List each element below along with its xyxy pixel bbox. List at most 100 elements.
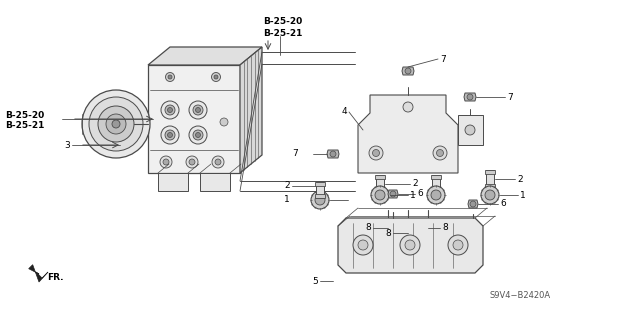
Text: 6: 6 (500, 199, 506, 209)
Bar (485, 170, 495, 174)
Polygon shape (240, 47, 262, 173)
Circle shape (467, 94, 473, 100)
Circle shape (369, 146, 383, 160)
Circle shape (89, 97, 143, 151)
Circle shape (193, 105, 203, 115)
Bar (486, 170, 494, 188)
Bar (200, 173, 230, 191)
Text: B-25-20: B-25-20 (5, 110, 44, 120)
Circle shape (82, 90, 150, 158)
Circle shape (315, 195, 325, 205)
Text: B-25-21: B-25-21 (263, 28, 302, 38)
Text: 6: 6 (417, 189, 423, 198)
Bar (432, 175, 440, 193)
Circle shape (165, 130, 175, 140)
Circle shape (211, 72, 221, 81)
Circle shape (212, 156, 224, 168)
Circle shape (168, 75, 172, 79)
Bar (315, 194, 325, 198)
Text: 7: 7 (507, 93, 513, 101)
Circle shape (98, 106, 134, 142)
Bar (148, 65, 240, 173)
Circle shape (481, 186, 499, 204)
Text: 2: 2 (517, 174, 523, 183)
Polygon shape (148, 47, 262, 65)
Text: 5: 5 (312, 277, 318, 286)
Polygon shape (403, 238, 413, 246)
Circle shape (166, 72, 175, 81)
Text: 7: 7 (292, 150, 298, 159)
Bar (458, 115, 483, 145)
Bar (316, 182, 324, 198)
Circle shape (193, 130, 203, 140)
Circle shape (405, 68, 411, 74)
Circle shape (161, 101, 179, 119)
Text: 8: 8 (442, 224, 448, 233)
Bar (375, 189, 385, 193)
Bar (431, 189, 441, 193)
Circle shape (371, 186, 389, 204)
Circle shape (485, 190, 495, 200)
Circle shape (448, 235, 468, 255)
Circle shape (427, 186, 445, 204)
Bar (431, 175, 441, 179)
Polygon shape (358, 95, 458, 173)
Text: 8: 8 (365, 224, 371, 233)
Text: 2: 2 (412, 180, 418, 189)
Circle shape (186, 156, 198, 168)
Circle shape (165, 105, 175, 115)
Text: 4: 4 (341, 108, 347, 116)
Polygon shape (402, 67, 414, 75)
Bar (376, 175, 384, 193)
Circle shape (215, 159, 221, 165)
Polygon shape (423, 238, 433, 246)
Circle shape (433, 146, 447, 160)
Circle shape (330, 151, 336, 157)
Text: 2: 2 (284, 182, 290, 190)
Text: 1: 1 (284, 196, 290, 204)
Circle shape (195, 108, 200, 113)
Circle shape (168, 108, 173, 113)
Circle shape (465, 125, 475, 135)
Circle shape (390, 191, 396, 197)
Circle shape (189, 159, 195, 165)
Bar (375, 175, 385, 179)
Text: 1: 1 (520, 190, 525, 199)
Circle shape (163, 159, 169, 165)
Circle shape (311, 191, 329, 209)
Circle shape (405, 240, 415, 250)
Circle shape (453, 240, 463, 250)
Text: 7: 7 (440, 55, 445, 63)
Circle shape (375, 190, 385, 200)
Bar (158, 173, 188, 191)
Circle shape (168, 132, 173, 137)
Circle shape (470, 201, 476, 207)
Circle shape (214, 75, 218, 79)
Text: B-25-21: B-25-21 (5, 122, 44, 130)
Circle shape (372, 150, 380, 157)
Circle shape (436, 150, 444, 157)
Circle shape (431, 190, 441, 200)
Text: 3: 3 (64, 140, 70, 150)
Text: 8: 8 (385, 228, 391, 238)
Polygon shape (29, 265, 48, 282)
Polygon shape (338, 218, 483, 273)
Text: S9V4−B2420A: S9V4−B2420A (490, 291, 551, 300)
Text: B-25-20: B-25-20 (263, 18, 302, 26)
Polygon shape (388, 190, 398, 198)
Bar (315, 182, 325, 186)
Circle shape (403, 102, 413, 112)
Circle shape (220, 118, 228, 126)
Circle shape (160, 156, 172, 168)
Polygon shape (383, 238, 393, 246)
Text: FR.: FR. (47, 273, 63, 283)
Circle shape (189, 101, 207, 119)
Circle shape (112, 120, 120, 128)
Circle shape (161, 126, 179, 144)
Circle shape (106, 114, 126, 134)
Circle shape (400, 235, 420, 255)
Circle shape (353, 235, 373, 255)
Bar (485, 184, 495, 188)
Circle shape (195, 132, 200, 137)
Circle shape (189, 126, 207, 144)
